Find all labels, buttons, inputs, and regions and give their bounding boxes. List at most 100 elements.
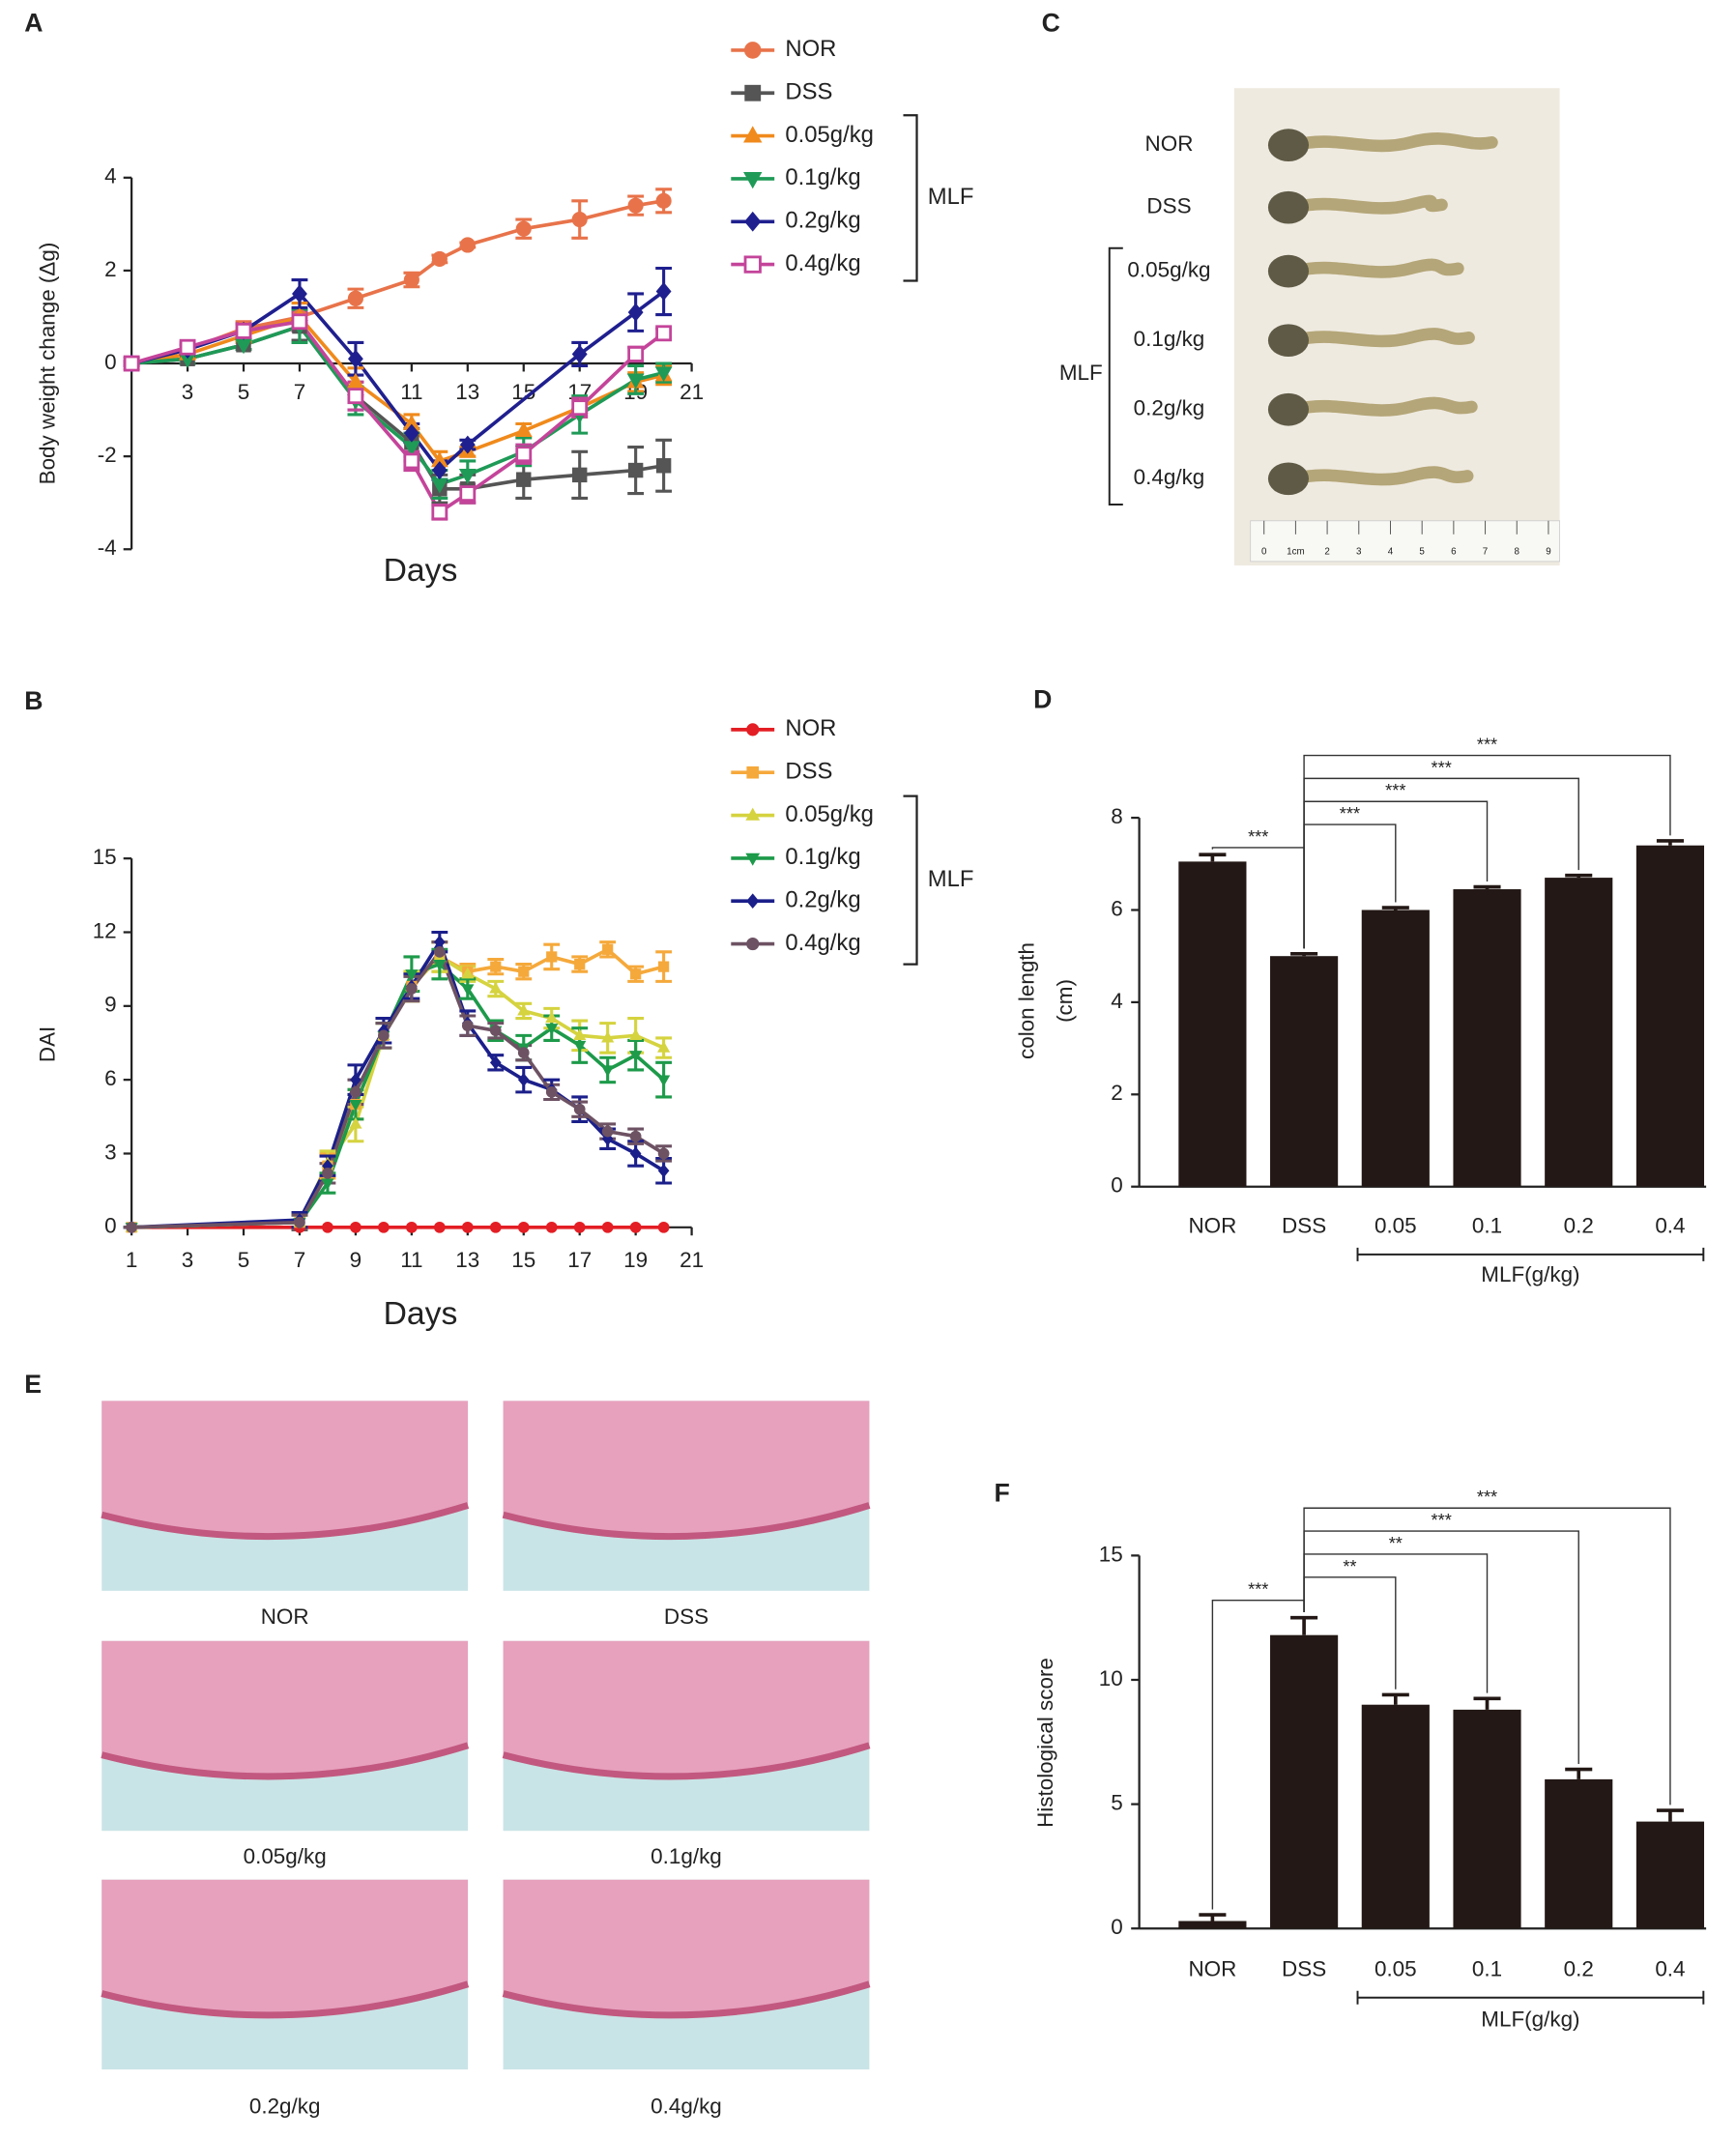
data-point <box>235 322 252 339</box>
x-tick-label: 13 <box>455 1248 479 1272</box>
y-tick-label: 15 <box>1099 1542 1123 1566</box>
data-point <box>350 1221 362 1233</box>
y-axis-label: (cm) <box>1053 979 1077 1023</box>
data-point <box>431 461 448 480</box>
significance-label: ** <box>1389 1533 1403 1553</box>
panel-letter: A <box>24 8 43 37</box>
x-tick-label: 11 <box>400 1248 422 1272</box>
photo-caption: 0.1g/kg <box>651 1844 722 1868</box>
y-tick-label: 3 <box>104 1140 116 1164</box>
bar <box>1270 956 1339 1187</box>
data-point <box>514 421 533 438</box>
data-point <box>458 469 477 484</box>
legend-label: DSS <box>785 759 832 785</box>
x-tick-label: 0.1 <box>1472 1957 1502 1981</box>
legend-marker <box>746 937 760 951</box>
y-tick-label: 15 <box>93 845 117 869</box>
photo-label: DSS <box>1146 194 1191 218</box>
x-tick-label: 21 <box>680 380 704 404</box>
data-point <box>433 959 447 971</box>
legend-marker <box>743 172 763 189</box>
series-line <box>130 314 665 464</box>
legend-marker <box>745 852 761 866</box>
significance-label: *** <box>1248 1579 1268 1600</box>
bar <box>1545 878 1613 1187</box>
data-point <box>489 981 503 994</box>
photo-group-label: MLF <box>1059 361 1103 385</box>
data-point <box>571 467 588 483</box>
data-point <box>657 1164 670 1178</box>
x-tick-label: 7 <box>294 1248 305 1272</box>
category-group-line <box>1356 1990 1705 2005</box>
y-tick-label: 0 <box>104 1214 116 1238</box>
data-point <box>350 1073 362 1087</box>
ruler-label: 5 <box>1419 547 1425 558</box>
tissue-edge <box>101 1980 470 2019</box>
bar <box>1361 910 1430 1187</box>
y-tick-label: 0 <box>1111 1173 1122 1198</box>
x-tick-label: 0.1 <box>1472 1214 1502 1238</box>
tissue-edge <box>101 1742 470 1780</box>
data-point <box>378 1221 390 1233</box>
data-point <box>627 303 644 322</box>
series-line <box>131 954 665 1229</box>
data-point <box>459 237 476 253</box>
panel-letter: B <box>24 686 43 715</box>
significance-label: *** <box>1340 803 1360 823</box>
data-point <box>655 192 672 209</box>
y-tick-label: 10 <box>1099 1666 1123 1690</box>
legend-bracket <box>903 114 918 282</box>
significance-label: *** <box>1385 780 1405 800</box>
x-tick-label: 0.05 <box>1374 1214 1417 1238</box>
y-tick-label: 4 <box>1111 989 1122 1013</box>
data-point <box>431 504 448 521</box>
significance-label: ** <box>1343 1556 1356 1576</box>
data-point <box>347 349 363 368</box>
data-point <box>545 1086 558 1098</box>
y-tick-label: 8 <box>1111 804 1122 828</box>
legend-label: 0.1g/kg <box>785 844 860 870</box>
y-tick-label: 2 <box>104 257 116 281</box>
photo-group-bracket <box>1108 246 1123 506</box>
data-point <box>655 325 673 342</box>
x-tick-label: DSS <box>1282 1957 1326 1981</box>
data-point <box>291 313 308 331</box>
y-tick-label: -2 <box>98 443 117 467</box>
data-point <box>571 344 588 363</box>
bar <box>1178 1921 1247 1929</box>
data-point <box>655 458 672 474</box>
y-axis-label: DAI <box>35 1026 59 1062</box>
data-point <box>126 1221 137 1233</box>
legend-label: DSS <box>785 79 832 105</box>
y-tick-label: 6 <box>1111 896 1122 920</box>
legend-label: 0.4g/kg <box>785 250 860 276</box>
data-point <box>571 211 588 228</box>
data-point <box>601 1125 614 1138</box>
series-line <box>130 319 665 515</box>
colon <box>1288 258 1464 278</box>
error-bar <box>1199 852 1227 862</box>
colon <box>1288 466 1474 486</box>
data-point <box>347 290 363 306</box>
panel-letter: C <box>1042 8 1060 37</box>
bar <box>1545 1778 1613 1929</box>
data-point <box>515 220 532 237</box>
bar <box>1453 889 1521 1187</box>
legend-label: NOR <box>785 36 836 62</box>
error-bar <box>1656 1808 1684 1822</box>
colon-cecum <box>1267 190 1310 224</box>
data-point <box>490 961 502 972</box>
x-tick-label: 1 <box>126 1248 137 1272</box>
photo-label: 0.1g/kg <box>1134 327 1205 351</box>
panel-letter: D <box>1033 684 1052 713</box>
y-tick-label: 0 <box>104 350 116 374</box>
data-point <box>654 366 673 383</box>
ruler <box>1250 520 1561 563</box>
significance-label: *** <box>1477 735 1497 755</box>
x-tick-label: 3 <box>182 380 193 404</box>
legend-group-label: MLF <box>928 184 974 210</box>
data-point <box>405 983 418 995</box>
data-point <box>602 943 614 955</box>
ruler-label: 6 <box>1451 547 1457 558</box>
data-point <box>573 1028 587 1040</box>
